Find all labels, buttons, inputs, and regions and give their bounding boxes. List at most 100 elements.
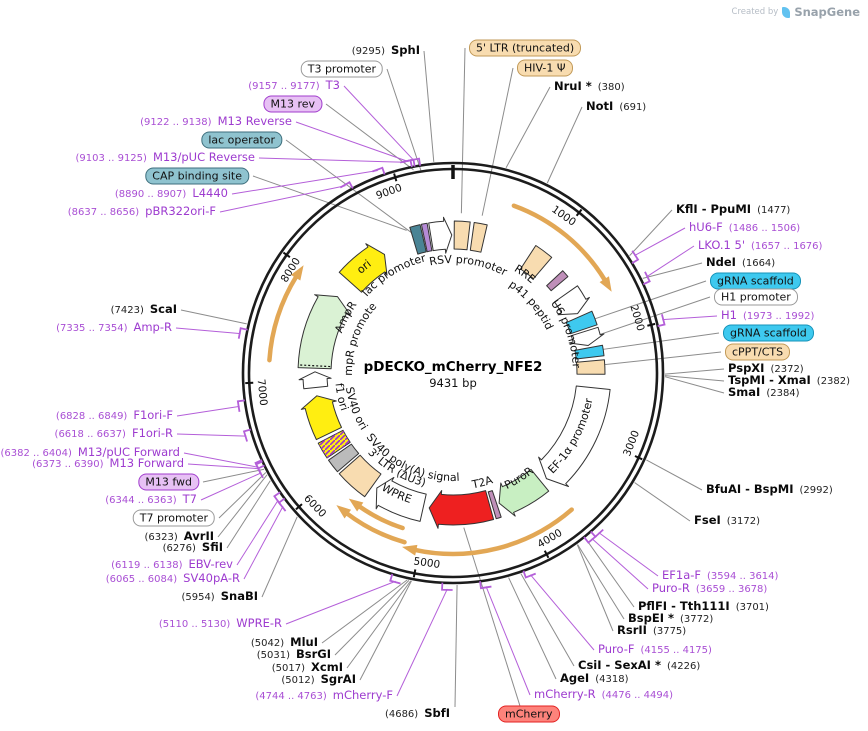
primer-mark-7: [657, 314, 666, 327]
m13-forward-label[interactable]: (6373 .. 6390) M13 Forward: [32, 456, 184, 470]
orf-arrowhead-3: [348, 498, 364, 512]
bspei-label[interactable]: BspEI * (3772): [628, 611, 714, 625]
t7-promoter-label[interactable]: T7 promoter: [132, 509, 215, 527]
feature-3-ltr-du3[interactable]: [338, 454, 382, 498]
wpre-r-label[interactable]: (5110 .. 5130) WPRE-R: [158, 616, 282, 630]
ef1a-f-label[interactable]: EF1a-F (3594 .. 3614): [662, 568, 779, 582]
m13-rev-label[interactable]: M13 rev: [263, 95, 322, 113]
feature-grna-scaffold-1[interactable]: [565, 310, 598, 335]
h1-label[interactable]: H1 (1973 .. 1992): [721, 308, 815, 322]
m13-reverse-label[interactable]: (9122 .. 9138) M13 Reverse: [140, 114, 292, 128]
feature-rsv-promoter[interactable]: [428, 216, 453, 254]
leader-lines: [175, 47, 725, 708]
rsrii-label[interactable]: RsrII (3775): [617, 623, 687, 637]
primer-mark-10: [522, 570, 537, 579]
avrii-label[interactable]: (6323) AvrII: [144, 529, 214, 543]
ebv-rev-label[interactable]: (6119 .. 6138) EBV-rev: [111, 557, 233, 571]
mcherry-r-label[interactable]: mCherry-R (4476 .. 4494): [534, 687, 674, 701]
feature-5-ltr-truncated[interactable]: [453, 220, 471, 251]
f1ori-r-label[interactable]: (6618 .. 6637) F1ori-R: [54, 426, 173, 440]
smai-label[interactable]: SmaI (2384): [728, 385, 800, 399]
csii-sexai-label[interactable]: CsiI - SexAI * (4226): [578, 658, 701, 672]
scai-label[interactable]: (7423) ScaI: [110, 302, 177, 316]
cppt-cts-label[interactable]: cPPT/CTS: [725, 343, 791, 361]
grna-scaffold-2-label[interactable]: gRNA scaffold: [723, 324, 814, 342]
mlui-label[interactable]: (5042) MluI: [250, 635, 318, 649]
l4440-label[interactable]: (8890 .. 8907) L4440: [114, 186, 228, 200]
feature-mcherry[interactable]: [428, 490, 495, 529]
xcmi-label[interactable]: (5017) XcmI: [271, 660, 343, 674]
h1-promoter-label[interactable]: H1 promoter: [714, 288, 798, 306]
t7-label[interactable]: (6344 .. 6363) T7: [105, 492, 197, 506]
t3-label[interactable]: (9157 .. 9177) T3: [248, 78, 340, 92]
feature-lac-operator-block[interactable]: [409, 224, 427, 255]
tspmi-xmai-label[interactable]: TspMI - XmaI (2382): [728, 373, 851, 387]
feature-ampr[interactable]: [297, 294, 351, 370]
puro-f-label[interactable]: Puro-F (4155 .. 4175): [598, 642, 712, 656]
feature-gp41-peptide[interactable]: [546, 270, 569, 292]
primer-mark-20: [236, 399, 245, 412]
m13-fwd-label[interactable]: M13 fwd: [138, 473, 199, 491]
primer-mark-21: [237, 327, 248, 339]
primer-mark-18: [254, 459, 263, 473]
fsei-label[interactable]: FseI (3172): [694, 513, 761, 527]
f1ori-f-label[interactable]: (6828 .. 6849) F1ori-F: [55, 408, 173, 422]
feature-h1-promoter[interactable]: [568, 326, 605, 346]
primer-mark-19: [242, 428, 251, 442]
feature-grna-scaffold-2[interactable]: [574, 344, 605, 360]
5-ltr-truncated-label[interactable]: 5' LTR (truncated): [469, 39, 582, 57]
sbfi-label[interactable]: (4686) SbfI: [384, 706, 450, 720]
amp-r-label[interactable]: (7335 .. 7354) Amp-R: [56, 320, 172, 334]
sfii-label[interactable]: (6276) SfiI: [162, 540, 223, 554]
t3-promoter-label[interactable]: T3 promoter: [300, 60, 383, 78]
primer-mark-9: [583, 535, 598, 544]
feature-ampr-promoter[interactable]: [298, 371, 332, 390]
sv40pa-r-label[interactable]: (6065 .. 6084) SV40pA-R: [105, 571, 240, 585]
feature-puror[interactable]: [498, 468, 550, 517]
feature-ori[interactable]: [338, 243, 388, 293]
tick-label-5000: 5000: [413, 555, 441, 571]
primer-marks: [236, 157, 666, 591]
mcherry-label[interactable]: mCherry: [498, 705, 560, 723]
feature-ef1a-promoter[interactable]: [538, 385, 611, 487]
mcherry-f-label[interactable]: (4744 .. 4763) mCherry-F: [255, 688, 393, 702]
grna-scaffold-1-label[interactable]: gRNA scaffold: [710, 272, 801, 290]
agei-label[interactable]: AgeI (4318): [560, 671, 629, 685]
plasmid-name: pDECKO_mCherry_NFE2: [363, 359, 543, 375]
primer-mark-5: [631, 250, 640, 265]
feature-u6-promoter[interactable]: [554, 285, 590, 316]
feature-wpre[interactable]: [375, 476, 427, 522]
m13-puc-forward-label[interactable]: (6382 .. 6404) M13/pUC Forward: [0, 445, 180, 459]
feature-hiv-1-psi[interactable]: [469, 222, 488, 253]
features: [297, 216, 611, 529]
lko1-5-label[interactable]: LKO.1 5' (1657 .. 1676): [698, 238, 823, 252]
m13-puc-reverse-label[interactable]: (9103 .. 9125) M13/pUC Reverse: [75, 150, 255, 164]
pspxi-label[interactable]: PspXI (2372): [728, 361, 804, 375]
primer-mark-12: [441, 582, 453, 591]
feature-f1-ori[interactable]: [300, 395, 342, 441]
feature-rre[interactable]: [520, 245, 553, 280]
kfli-ppumi-label[interactable]: KflI - PpuMI (1477): [676, 202, 791, 216]
feature-t2a[interactable]: [487, 490, 502, 520]
puro-r-label[interactable]: Puro-R (3659 .. 3678): [652, 581, 768, 595]
sphi-label[interactable]: (9295) SphI: [351, 43, 420, 57]
ndei-label[interactable]: NdeI (1664): [706, 255, 776, 269]
primer-mark-15: [273, 491, 282, 506]
pflfi-tth111i-label[interactable]: PflFI - Tth111I (3701): [638, 599, 769, 613]
feature-sv40-polya-signal[interactable]: [328, 443, 360, 473]
bfuai-bspmi-label[interactable]: BfuAI - BspMI (2992): [706, 482, 833, 496]
lac-operator-label[interactable]: lac operator: [201, 131, 282, 149]
noti-label[interactable]: NotI (691): [586, 99, 647, 113]
feature-primer-sites-block[interactable]: [420, 222, 433, 253]
hu6-f-label[interactable]: hU6-F (1486 .. 1506): [689, 220, 801, 234]
bsrgi-label[interactable]: (5031) BsrGI: [256, 647, 331, 661]
cap-binding-site-label[interactable]: CAP binding site: [145, 167, 249, 185]
orf-arrowhead-2: [336, 505, 352, 519]
sgrai-label[interactable]: (5012) SgrAI: [281, 672, 356, 686]
pbr322ori-f-label[interactable]: (8637 .. 8656) pBR322ori-F: [67, 204, 216, 218]
nrui-label[interactable]: NruI * (380): [554, 79, 625, 93]
hiv-1-psi-label[interactable]: HIV-1 Ψ: [517, 59, 573, 77]
feature-cppt-cts[interactable]: [576, 359, 606, 375]
snabi-label[interactable]: (5954) SnaBI: [181, 589, 258, 603]
